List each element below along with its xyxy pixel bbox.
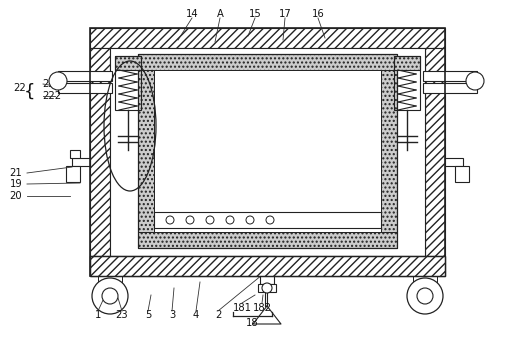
Bar — [138, 54, 397, 70]
Circle shape — [186, 216, 194, 224]
Bar — [90, 48, 110, 256]
Bar — [394, 56, 420, 70]
Bar — [58, 83, 112, 93]
Circle shape — [206, 216, 214, 224]
Bar — [115, 56, 141, 110]
Bar — [423, 83, 477, 93]
Bar — [70, 150, 80, 158]
Text: 221: 221 — [43, 79, 62, 89]
Text: 22: 22 — [14, 83, 26, 93]
Bar — [90, 256, 445, 276]
Bar — [445, 158, 463, 166]
Bar — [256, 74, 265, 216]
Bar — [184, 74, 193, 216]
Bar — [413, 276, 437, 296]
Text: 182: 182 — [252, 303, 271, 313]
Circle shape — [102, 288, 118, 304]
Text: 19: 19 — [9, 179, 23, 189]
Bar — [115, 56, 141, 70]
Bar — [238, 74, 247, 216]
Bar — [115, 56, 141, 70]
Text: 1: 1 — [95, 310, 101, 320]
Text: 16: 16 — [311, 9, 325, 19]
Circle shape — [246, 216, 254, 224]
Bar — [138, 232, 397, 248]
Text: 20: 20 — [9, 191, 22, 201]
Bar — [154, 212, 381, 228]
Bar — [58, 71, 112, 81]
Bar — [220, 74, 229, 216]
Text: 3: 3 — [169, 310, 175, 320]
Bar — [166, 74, 175, 216]
Text: 17: 17 — [279, 9, 291, 19]
Text: 222: 222 — [43, 91, 62, 101]
Text: 14: 14 — [186, 9, 198, 19]
Text: 21: 21 — [9, 168, 23, 178]
Text: 5: 5 — [145, 310, 151, 320]
Bar — [258, 284, 276, 292]
Bar — [90, 28, 445, 276]
Text: 2: 2 — [215, 310, 221, 320]
Circle shape — [466, 72, 484, 90]
Bar — [260, 256, 274, 284]
Text: 4: 4 — [193, 310, 199, 320]
Bar — [90, 256, 445, 276]
Bar — [202, 74, 211, 216]
Text: 181: 181 — [232, 303, 251, 313]
Circle shape — [407, 278, 443, 314]
Circle shape — [417, 288, 433, 304]
Bar — [90, 28, 445, 48]
Circle shape — [262, 283, 272, 293]
Bar — [66, 166, 80, 182]
Bar — [455, 166, 469, 182]
Text: {: { — [24, 83, 36, 101]
Text: 18: 18 — [246, 318, 258, 328]
Circle shape — [166, 216, 174, 224]
Circle shape — [92, 278, 128, 314]
Text: 15: 15 — [249, 9, 261, 19]
Bar — [381, 70, 397, 232]
Bar — [394, 56, 420, 70]
Bar — [90, 256, 445, 276]
Bar — [394, 56, 420, 110]
Bar — [269, 70, 380, 92]
Circle shape — [49, 72, 67, 90]
Bar — [425, 48, 445, 256]
Text: 23: 23 — [116, 310, 128, 320]
Bar — [154, 70, 265, 92]
Bar — [110, 48, 425, 256]
Circle shape — [266, 216, 274, 224]
Bar — [98, 276, 122, 296]
Bar — [423, 71, 477, 81]
Bar — [138, 70, 154, 232]
Bar — [72, 158, 90, 166]
Text: A: A — [217, 9, 224, 19]
Bar — [138, 54, 397, 248]
Bar — [154, 70, 381, 232]
Circle shape — [226, 216, 234, 224]
